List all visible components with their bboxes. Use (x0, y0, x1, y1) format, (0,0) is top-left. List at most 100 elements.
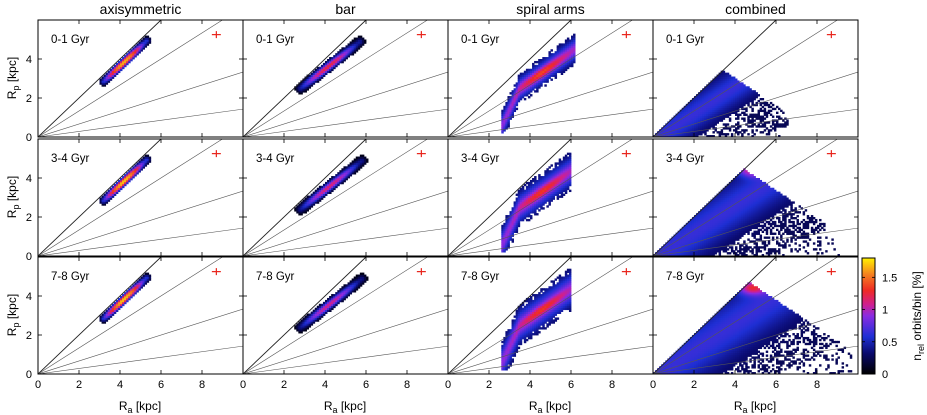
heatmap-cell (552, 311, 555, 314)
heatmap-cell (685, 119, 689, 122)
heatmap-cell (306, 197, 309, 200)
heatmap-cell (132, 174, 135, 177)
heatmap-cell (556, 183, 560, 187)
heatmap-cell (724, 115, 728, 118)
heatmap-cell (337, 296, 340, 299)
heatmap-cell (325, 187, 328, 191)
heatmap-cell (101, 197, 104, 200)
heatmap-cell (357, 282, 361, 285)
heatmap-cell (689, 228, 693, 232)
heatmap-cell (722, 115, 726, 118)
heatmap-cell (548, 197, 551, 200)
heatmap-cell (357, 286, 361, 289)
heatmap-cell (755, 113, 758, 116)
heatmap-cell (298, 209, 301, 212)
heatmap-cell (568, 174, 572, 177)
heatmap-cell (687, 109, 691, 113)
heatmap-cell (782, 123, 785, 126)
heatmap-cell (351, 53, 355, 56)
heatmap-cell (702, 111, 705, 114)
heatmap-cell (351, 278, 355, 281)
heatmap-cell (337, 51, 340, 54)
heatmap-cell (737, 125, 740, 128)
heatmap-cell (716, 228, 719, 232)
heatmap-cell (318, 317, 322, 320)
heatmap-cell (359, 274, 363, 277)
heatmap-cell (316, 68, 320, 72)
heatmap-cell (724, 203, 728, 206)
heatmap-cell (515, 101, 519, 105)
heatmap-cell (509, 354, 512, 357)
heatmap-cell (540, 303, 543, 307)
heatmap-cell (355, 278, 359, 281)
heatmap-cell (556, 51, 560, 54)
heatmap-cell (722, 250, 726, 253)
heatmap-cell (130, 296, 133, 299)
heatmap-cell (550, 74, 553, 77)
heatmap-cell (698, 98, 701, 101)
heatmap-cell (558, 57, 562, 60)
heatmap-cell (120, 183, 123, 187)
heatmap-cell (105, 319, 109, 322)
heatmap-cell (316, 76, 320, 79)
heatmap-cell (548, 288, 551, 291)
heatmap-cell (702, 125, 705, 128)
heatmap-cell (322, 70, 326, 74)
heatmap-cell (706, 232, 709, 235)
heatmap-cell (532, 303, 535, 307)
heatmap-cell (534, 331, 537, 334)
heatmap-cell (712, 228, 715, 232)
heatmap-cell (540, 183, 543, 187)
heatmap-cell (511, 336, 514, 340)
heatmap-cell (540, 203, 543, 206)
heatmap-cell (694, 107, 697, 111)
heatmap-cell (128, 57, 131, 60)
heatmap-cell (503, 123, 506, 126)
heatmap-cell (525, 195, 529, 198)
heatmap-cell (322, 195, 326, 198)
heatmap-cell (573, 35, 576, 38)
heatmap-cell (532, 294, 535, 297)
heatmap-cell (765, 121, 769, 124)
heatmap-cell (530, 313, 533, 316)
heatmap-cell (532, 178, 535, 181)
heatmap-cell (517, 80, 521, 83)
heatmap-cell (341, 51, 344, 54)
heatmap-cell (706, 218, 709, 222)
heatmap-cell (726, 80, 730, 83)
heatmap-cell (761, 131, 765, 134)
heatmap-cell (706, 226, 709, 230)
heatmap-cells (501, 33, 576, 134)
heatmap-cell (704, 217, 707, 220)
heatmap-cell (704, 252, 707, 255)
heatmap-cell (548, 185, 551, 189)
heatmap-cell (337, 297, 340, 301)
heatmap-cell (509, 344, 512, 348)
heatmap-cell (566, 152, 570, 155)
heatmap-cell (505, 226, 508, 230)
heatmap-cell (517, 323, 521, 326)
heatmap-cell (532, 313, 535, 316)
heatmap-cell (316, 195, 320, 198)
heatmap-cell (538, 319, 541, 322)
y-tick-label: 4 (26, 54, 32, 66)
reference-line (448, 308, 653, 374)
heatmap-cell (718, 74, 722, 77)
heatmap-cell (540, 189, 543, 193)
heatmap-cell (771, 127, 775, 130)
heatmap-cell (505, 248, 508, 251)
heatmap-cell (142, 276, 145, 279)
heatmap-cell (128, 294, 131, 297)
heatmap-cell (661, 254, 664, 256)
heatmap-cell (101, 203, 104, 206)
heatmap-cell (527, 218, 531, 222)
heatmap-cell (566, 174, 570, 177)
heatmap-cell (714, 203, 717, 206)
heatmap-cell (103, 321, 107, 324)
heatmap-cells (501, 268, 572, 371)
heatmap-cell (542, 327, 545, 330)
heatmap-cell (308, 195, 312, 198)
heatmap-cell (345, 57, 348, 60)
heatmap-cell (304, 329, 307, 332)
heatmap-cell (704, 244, 707, 247)
